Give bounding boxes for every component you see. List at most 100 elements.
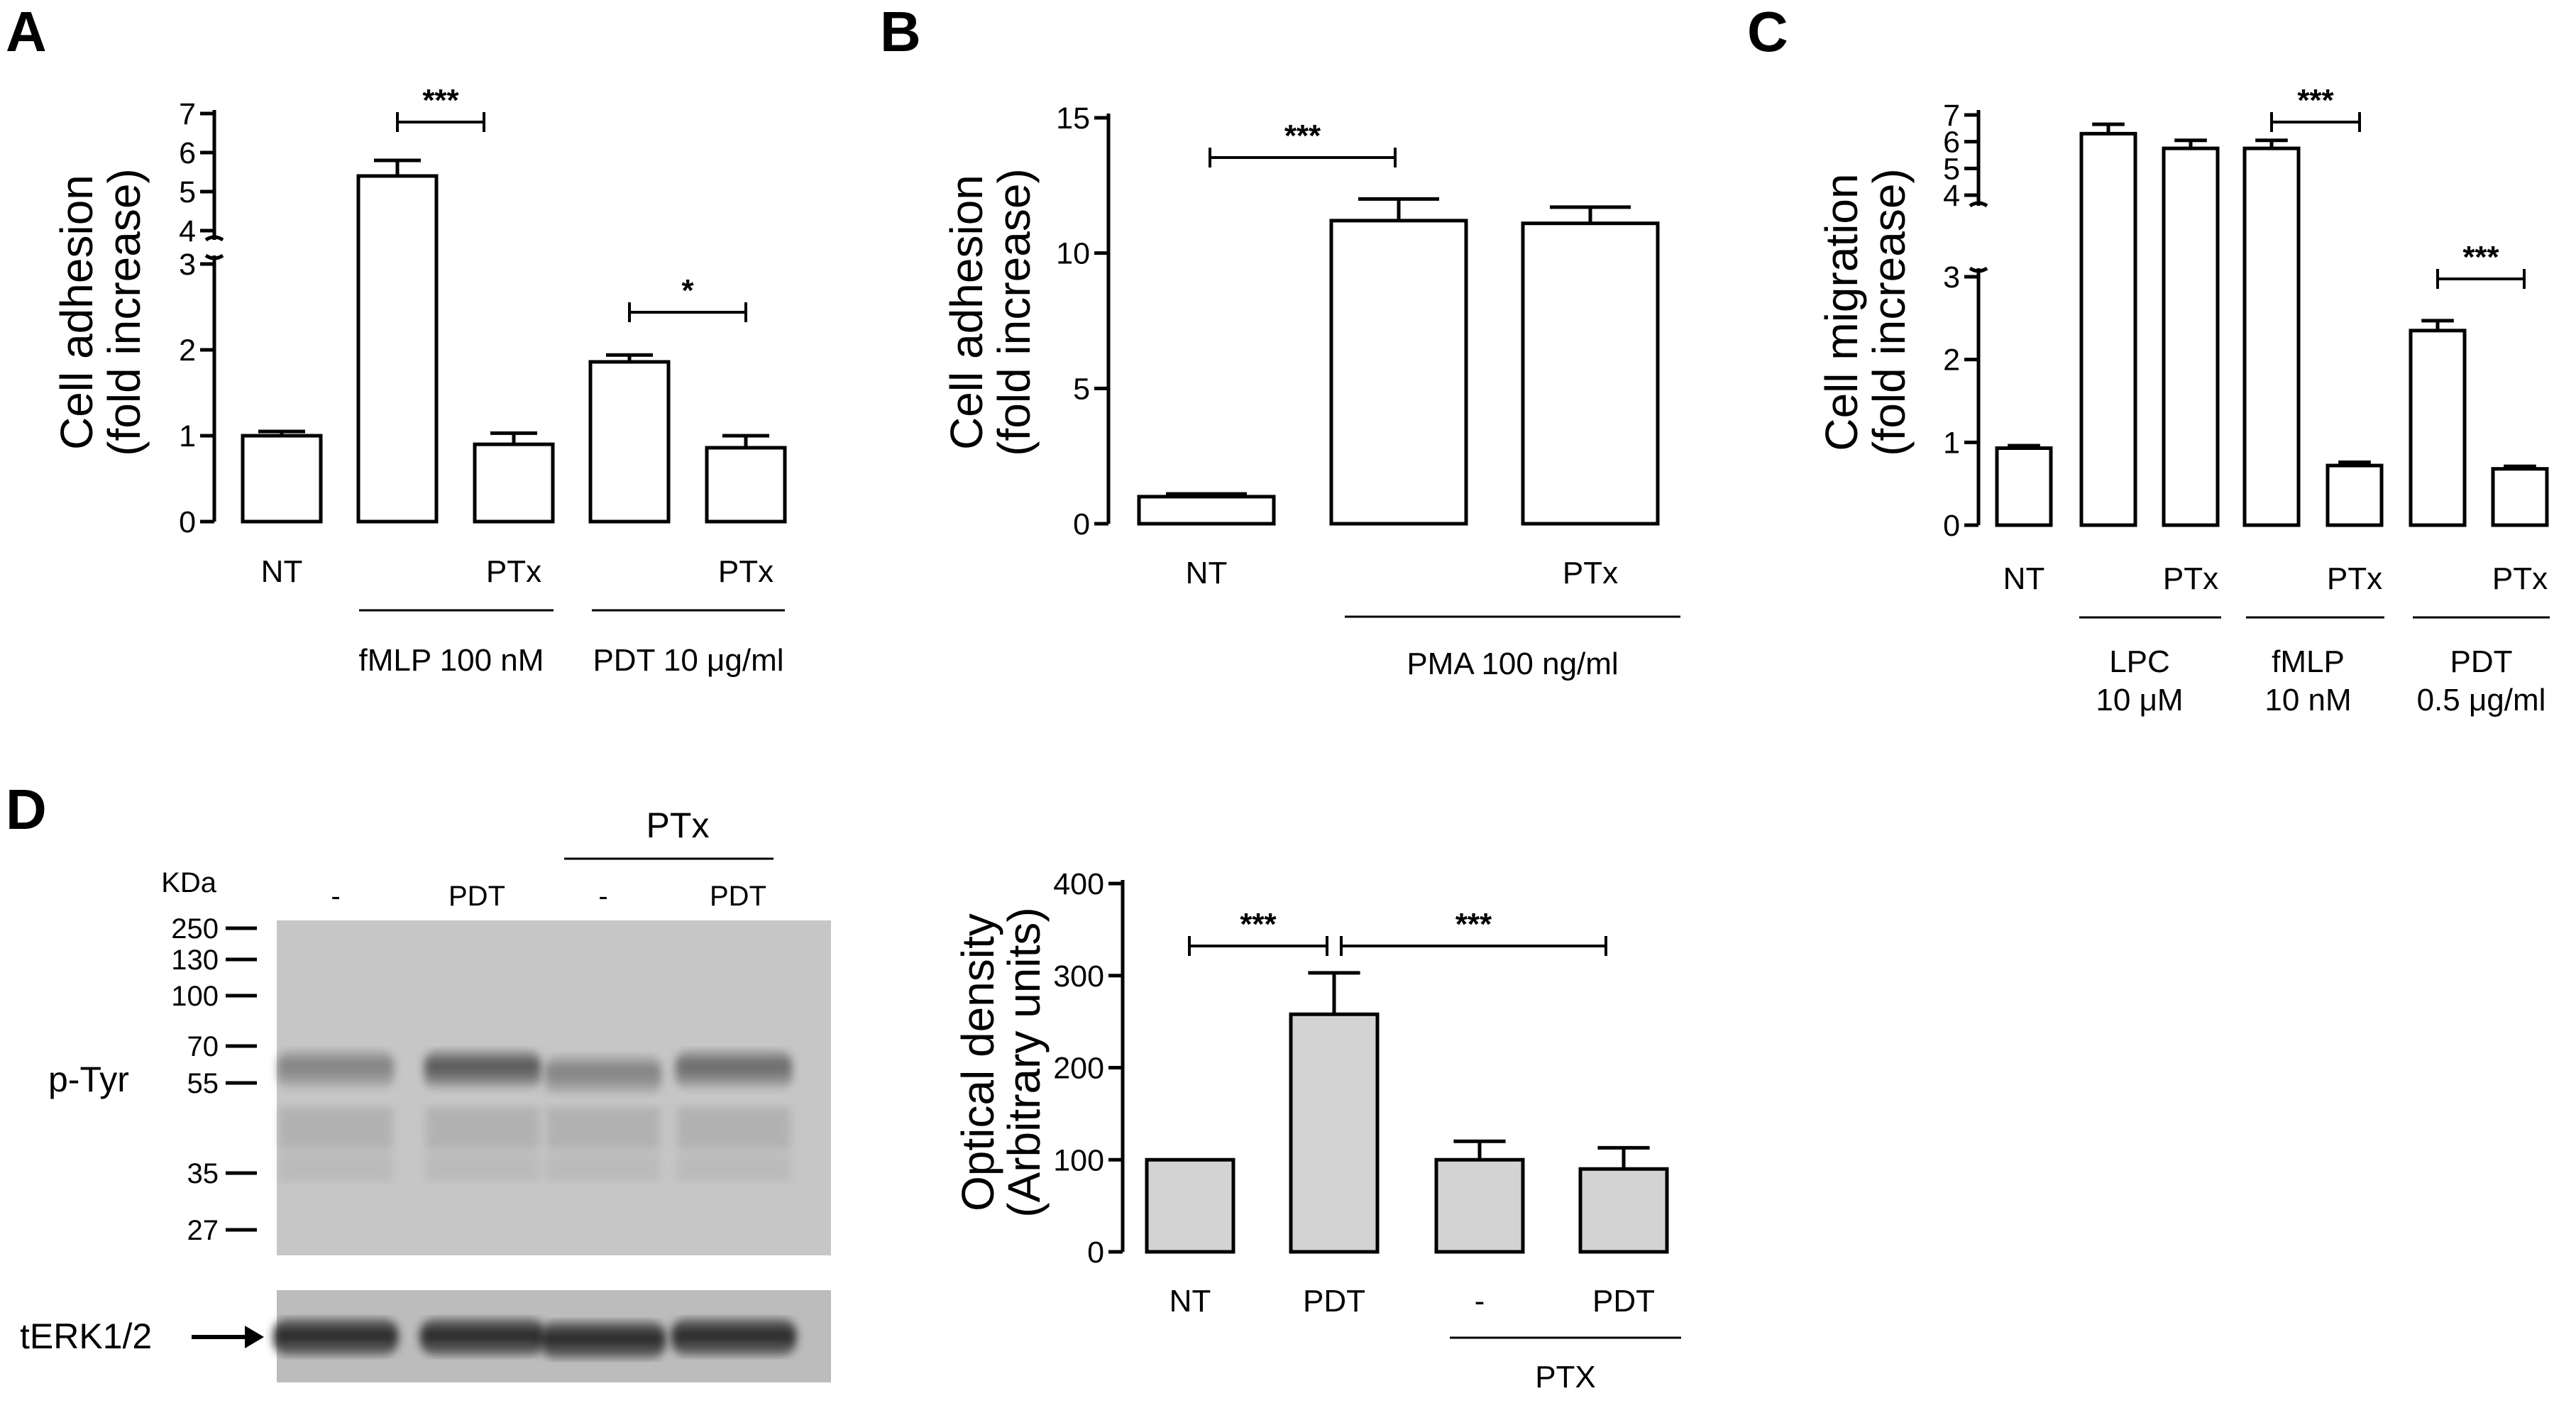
kda-marker-label: 250 — [171, 913, 219, 945]
bar — [1329, 219, 1468, 526]
category-label: PTx — [486, 554, 541, 589]
y-tick-label: 5 — [179, 175, 196, 209]
bar — [2491, 467, 2549, 527]
significance-label: *** — [1284, 119, 1321, 153]
terk-band — [671, 1319, 796, 1355]
ptyr-band — [424, 1050, 541, 1090]
group-label: 10 μM — [2096, 683, 2183, 717]
bar — [2409, 329, 2467, 527]
kda-label: KDa — [161, 867, 217, 898]
category-label: PTx — [2163, 561, 2218, 596]
y-tick-label: 1 — [1943, 426, 1960, 460]
y-tick-label: 3 — [1943, 260, 1960, 295]
y-tick-label: 5 — [1073, 372, 1090, 406]
arrow-icon — [245, 1326, 264, 1348]
y-tick-label: 0 — [179, 505, 196, 539]
ptyr-smear — [546, 1107, 660, 1150]
category-label: PDT — [1303, 1284, 1365, 1319]
y-tick-label: 10 — [1056, 237, 1090, 271]
ptyr-smear — [546, 1153, 660, 1182]
bar — [2079, 131, 2137, 527]
panel-b: 0 5 10 15 NT PTx PMA 100 ng/ml *** Cell adhesion… — [941, 101, 1680, 681]
y-axis-label: Optical density(Arbitrary units) — [952, 907, 1050, 1217]
y-axis-label: Cell adhesion(fold increase) — [941, 168, 1040, 456]
y-tick-label: 0 — [1943, 509, 1960, 543]
bar — [1434, 1157, 1525, 1254]
bar — [2242, 146, 2301, 527]
y-tick-label: 6 — [1943, 126, 1960, 160]
significance-label: *** — [422, 83, 459, 118]
category-label: - — [1475, 1284, 1485, 1319]
lane-label: - — [598, 881, 607, 912]
significance-label: *** — [2297, 83, 2334, 118]
category-label: NT — [1169, 1284, 1211, 1319]
ptyr-band — [545, 1056, 661, 1096]
bar — [2162, 146, 2220, 527]
group-label: PDT 10 μg/ml — [593, 643, 783, 678]
ptyr-band — [277, 1050, 394, 1090]
y-tick-label: 15 — [1056, 101, 1090, 136]
ptyr-smear — [426, 1153, 539, 1182]
group-label: PMA 100 ng/ml — [1407, 647, 1618, 681]
significance-label: *** — [2462, 240, 2499, 275]
group-label: 10 nM — [2264, 683, 2351, 717]
ptyr-smear — [279, 1107, 392, 1150]
panel-a: 0 1 2 34 5 6 7 NT PTx PTx fMLP 100 nM PDT 10 μg/ml *… — [51, 83, 787, 678]
bar — [1995, 446, 2053, 527]
y-tick-label: 1 — [179, 419, 196, 453]
category-label: PTx — [2492, 561, 2548, 596]
group-label: PTX — [1535, 1360, 1596, 1394]
panel-label-d: D — [6, 778, 47, 841]
panel-d: 0 100 200 300 400 NT PDT - PDT PTX *** *** Optical d… — [952, 867, 1681, 1394]
ptyr-smear — [677, 1107, 791, 1150]
axis-break-mark — [1969, 201, 1988, 208]
category-label: NT — [1186, 556, 1228, 590]
bar — [356, 174, 439, 524]
ptyr-band — [676, 1050, 792, 1090]
lane-label: PDT — [710, 881, 766, 912]
group-label: LPC — [2109, 644, 2170, 679]
row-label-ptyr: p-Tyr — [48, 1060, 129, 1099]
y-tick-label: 2 — [179, 334, 196, 368]
category-label: NT — [2003, 561, 2045, 596]
axis-break-mark — [204, 235, 224, 242]
bar — [1137, 495, 1276, 526]
y-tick-label: 400 — [1053, 867, 1104, 901]
kda-marker-label: 100 — [171, 981, 219, 1012]
group-label: fMLP 100 nM — [359, 643, 544, 678]
terk-band — [420, 1319, 545, 1355]
bar — [705, 446, 787, 524]
axis-break-mark — [204, 253, 224, 260]
terk-band — [273, 1319, 398, 1355]
y-tick-label: 5 — [1943, 152, 1960, 186]
y-tick-label: 100 — [1053, 1143, 1104, 1177]
terk-band — [541, 1321, 666, 1358]
lane-label: - — [331, 881, 340, 912]
y-tick-label: 4 — [1943, 179, 1960, 213]
row-label-terk: tERK1/2 — [20, 1316, 152, 1356]
kda-marker-label: 70 — [187, 1031, 219, 1062]
category-label: PTx — [1563, 556, 1618, 590]
y-axis-label: Cell migration(fold increase) — [1816, 168, 1915, 456]
bar — [241, 434, 323, 524]
significance-label: * — [681, 273, 694, 308]
bar — [588, 360, 671, 524]
y-tick-label: 7 — [179, 97, 196, 131]
category-label: PDT — [1592, 1284, 1655, 1319]
ptx-group-label: PTx — [646, 805, 710, 845]
kda-marker-label: 55 — [187, 1068, 219, 1099]
y-tick-label: 7 — [1943, 99, 1960, 133]
bar — [1521, 221, 1660, 526]
y-axis-label: Cell adhesion(fold increase) — [51, 168, 150, 456]
axis-break-mark — [1969, 266, 1988, 273]
ptyr-smear — [677, 1153, 791, 1182]
y-tick-label: 6 — [179, 136, 196, 170]
kda-marker-label: 27 — [187, 1215, 219, 1246]
bar — [2325, 463, 2384, 527]
group-label: fMLP — [2272, 644, 2345, 679]
kda-marker-label: 35 — [187, 1158, 219, 1189]
panel-label-a: A — [6, 0, 47, 63]
